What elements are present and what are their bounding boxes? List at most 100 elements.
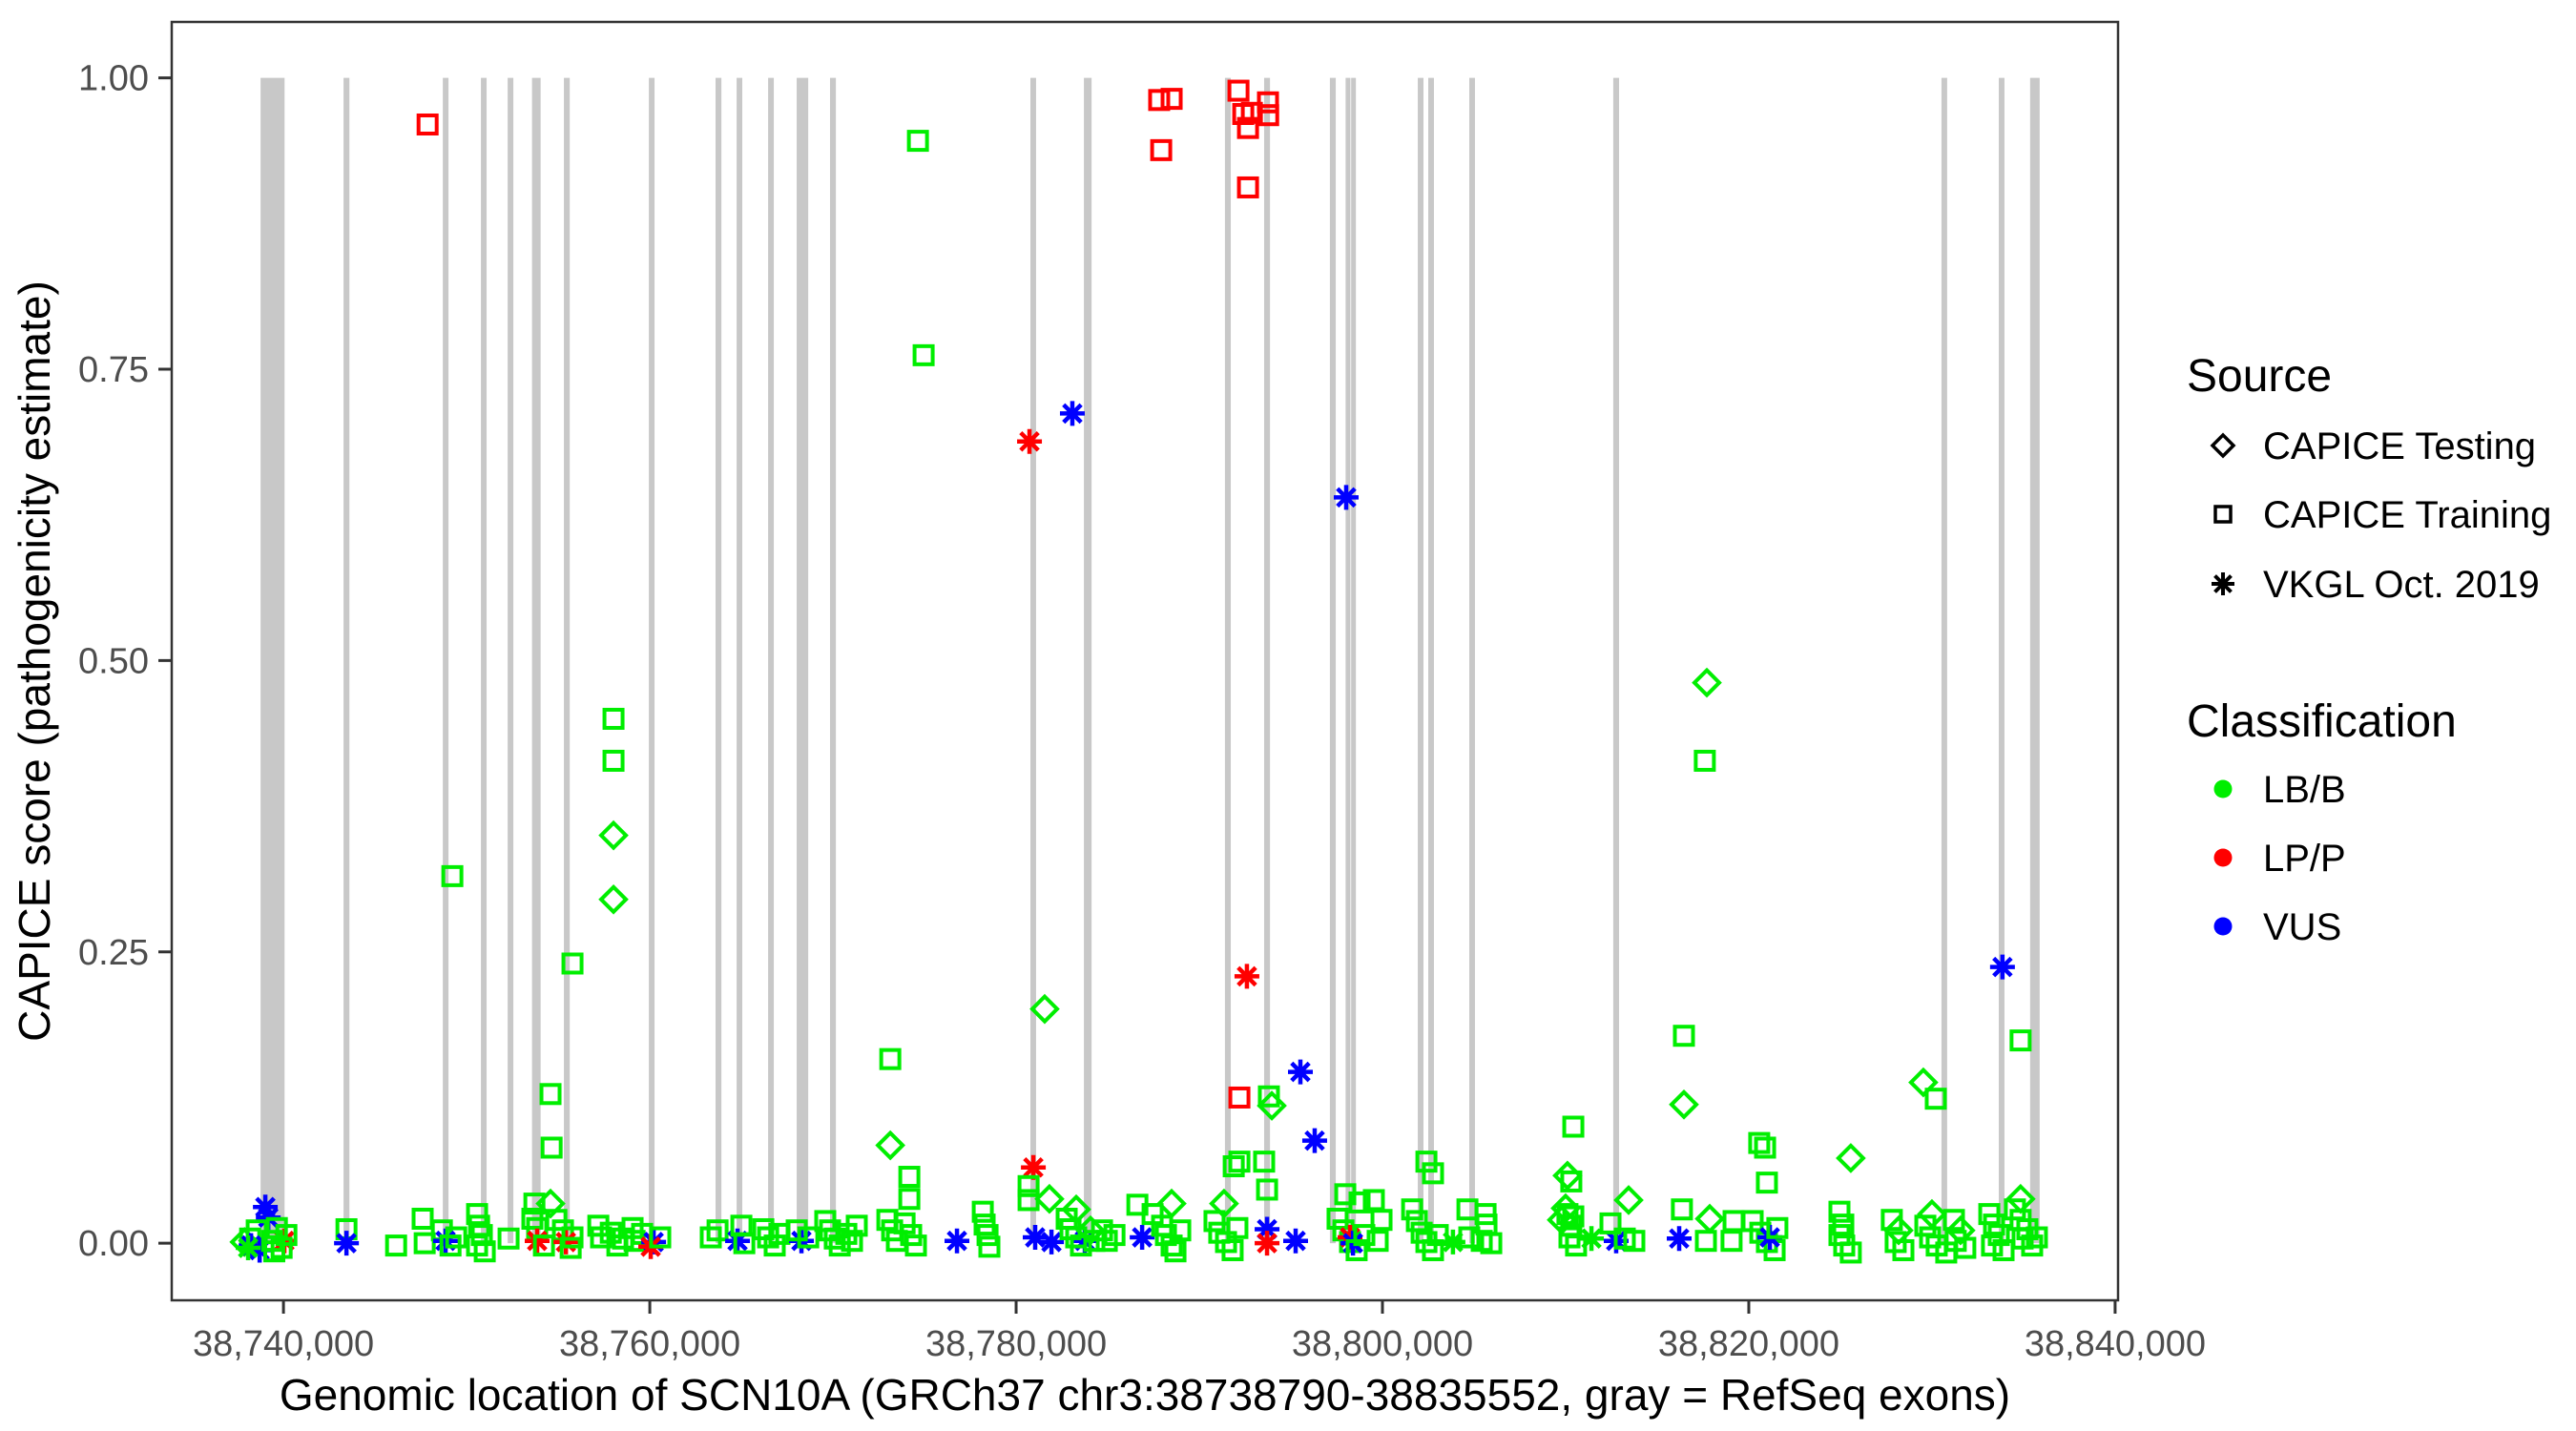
point-asterisk (247, 1237, 273, 1263)
point-asterisk (1130, 1225, 1155, 1251)
point-diamond (2210, 432, 2236, 459)
point-square (1160, 88, 1183, 111)
point-square (540, 1136, 563, 1159)
point-square (602, 707, 625, 730)
point-square (1480, 1232, 1503, 1255)
exon-bar (715, 77, 722, 1244)
point-square (1256, 1178, 1278, 1201)
point-asterisk (1039, 1229, 1065, 1255)
point-asterisk (525, 1228, 551, 1254)
point-square (561, 1226, 584, 1249)
point-square (1326, 1207, 1349, 1230)
point-square (978, 1235, 1001, 1258)
point-asterisk (1579, 1226, 1605, 1252)
point-square (587, 1214, 610, 1237)
exon-bar (1941, 77, 1947, 1244)
point-square (539, 1083, 562, 1106)
point-square (1671, 1198, 1693, 1221)
point-square (1222, 1155, 1245, 1178)
y-tick-label: 0.25 (78, 933, 149, 973)
point-asterisk (1023, 1225, 1048, 1251)
point-square (411, 1207, 434, 1230)
point-square (1992, 1238, 2015, 1261)
point-square (898, 1166, 921, 1189)
point-square (1924, 1088, 1947, 1110)
point-square (1954, 1236, 1977, 1259)
refseq-exon-bars (260, 77, 2040, 1244)
legend-item-vus: VUS (2263, 906, 2341, 948)
exon-bar (2029, 77, 2040, 1244)
exon-bar (1329, 77, 1337, 1244)
point-square (1257, 91, 1279, 114)
point-asterisk (1667, 1226, 1693, 1252)
point-square (904, 1234, 927, 1257)
point-square (649, 1226, 672, 1249)
exon-bar (1418, 77, 1424, 1244)
x-tick-label: 38,780,000 (925, 1324, 1107, 1364)
y-axis-title: CAPICE score (pathogenicity estimate) (10, 280, 59, 1042)
point-square (1257, 1085, 1280, 1108)
exon-bar (1030, 77, 1036, 1244)
x-tick-label: 38,740,000 (193, 1324, 374, 1364)
y-tick-label: 0.50 (78, 641, 149, 681)
point-square (1401, 1198, 1423, 1221)
point-square (1422, 1238, 1444, 1261)
point-square (763, 1234, 786, 1257)
legend-source-title: Source (2187, 351, 2332, 402)
x-tick-label: 38,760,000 (559, 1324, 740, 1364)
x-axis-title: Genomic location of SCN10A (GRCh37 chr3:… (280, 1370, 2010, 1420)
point-square (1562, 1205, 1585, 1228)
exon-bar (1469, 77, 1475, 1244)
exon-bar (1612, 77, 1620, 1244)
point-asterisk (236, 1235, 261, 1261)
x-tick-label: 38,800,000 (1292, 1324, 1473, 1364)
exon-bar (1263, 77, 1271, 1244)
y-tick-label: 0.00 (78, 1224, 149, 1264)
legend: Source CAPICE Testing CAPICE Training VK… (2187, 351, 2551, 948)
point-square (275, 1224, 298, 1247)
point-square (1017, 1174, 1040, 1197)
legend-classification-title: Classification (2187, 696, 2457, 747)
legend-item-lbb: LB/B (2263, 769, 2346, 811)
point-square (497, 1227, 520, 1250)
point-diamond (598, 883, 629, 915)
exon-bar (564, 77, 571, 1244)
point-square (441, 864, 464, 887)
legend-source-symbols (2210, 432, 2236, 595)
point-asterisk (1340, 1231, 1366, 1256)
exon-bar (1999, 77, 2005, 1244)
point-asterisk (253, 1194, 279, 1220)
point-square (1599, 1212, 1622, 1234)
point-asterisk (1021, 1154, 1047, 1180)
point-square (912, 343, 935, 366)
exon-bar (531, 77, 541, 1244)
point-square (699, 1226, 722, 1249)
point-square (1236, 176, 1259, 198)
exon-bar (649, 77, 655, 1244)
point-square (1754, 1136, 1776, 1159)
exon-bar (1084, 77, 1092, 1244)
legend-item-capice-training: CAPICE Training (2263, 494, 2551, 536)
exon-bar (797, 77, 809, 1244)
legend-dot-vus (2213, 917, 2233, 936)
point-square (1257, 104, 1279, 127)
exon-bar (260, 77, 285, 1244)
y-tick-label: 0.75 (78, 350, 149, 390)
point-square (384, 1234, 407, 1257)
y-axis: 0.00 0.25 0.50 0.75 1.00 (78, 59, 172, 1264)
point-square (413, 1232, 436, 1255)
point-square (1370, 1209, 1393, 1232)
point-square (1415, 1151, 1438, 1173)
point-square (263, 1240, 286, 1263)
point-square (1228, 1086, 1251, 1109)
point-square (561, 952, 584, 975)
exon-bar (1351, 77, 1357, 1244)
point-square (466, 1203, 488, 1226)
point-diamond (1029, 993, 1060, 1025)
point-square (845, 1214, 868, 1237)
point-square (445, 1226, 467, 1249)
point-square (1228, 1151, 1251, 1173)
point-square (1169, 1219, 1192, 1242)
legend-item-capice-testing: CAPICE Testing (2263, 425, 2536, 467)
point-asterisk (1287, 1059, 1313, 1085)
